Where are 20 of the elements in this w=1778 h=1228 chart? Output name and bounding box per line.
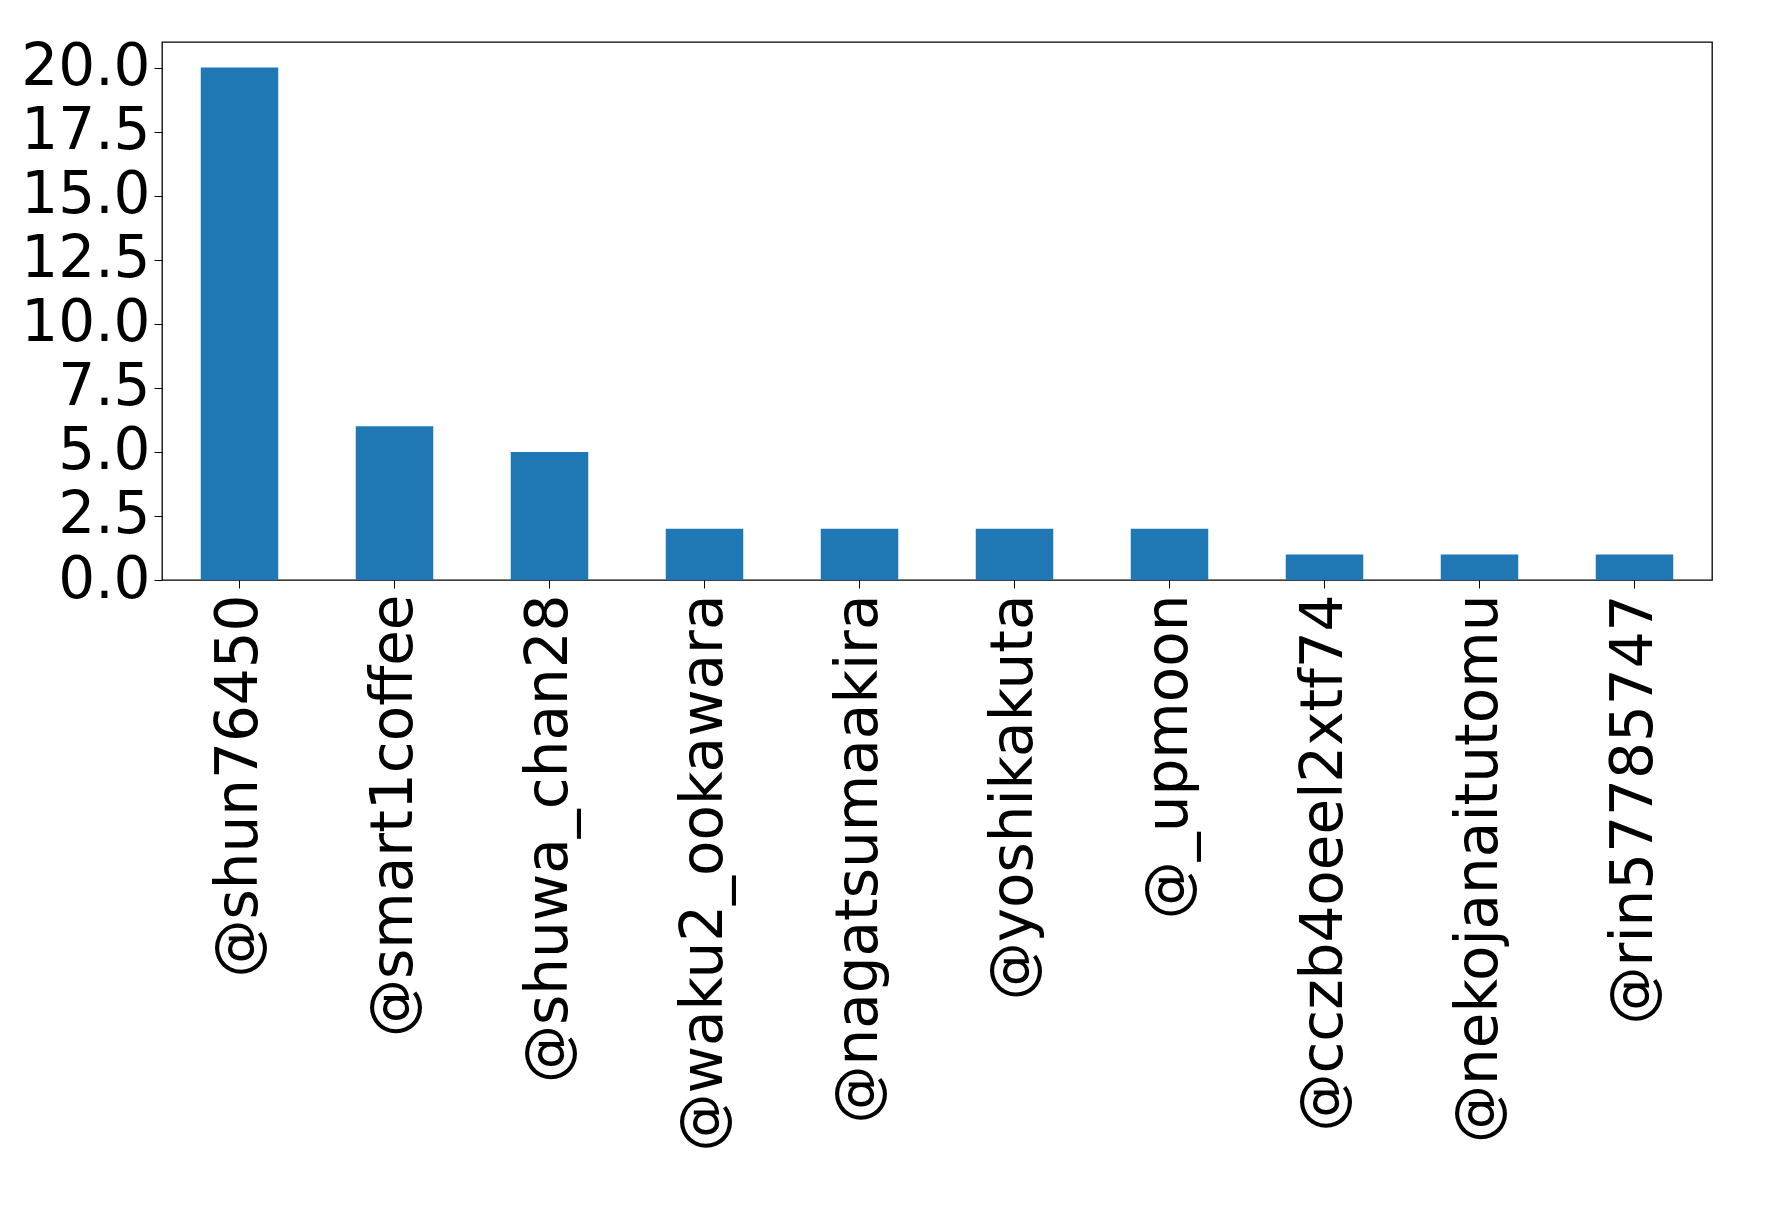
bar [1285,554,1364,580]
bar [1440,554,1519,580]
bar [510,451,589,580]
bar [1130,528,1209,580]
x-tick-label: @waku2_ookawara [667,594,736,1152]
bar [665,528,744,580]
x-tick-label: @yoshikakuta [977,594,1046,1001]
x-tick-label: @shuwa_chan28 [512,594,581,1083]
x-tick-label: @nekojanaitutomu [1442,594,1511,1144]
bar [1595,554,1674,580]
x-tick-label: @smart1coffee [357,594,426,1037]
bar [200,67,279,580]
x-tick-label: @rin57785747 [1597,594,1666,1025]
bar [820,528,899,580]
x-tick-label: @cczb4oeel2xtf74 [1287,594,1356,1132]
x-tick-label: @_upmoon [1132,594,1201,920]
bar [355,426,434,580]
x-tick-label: @shun76450 [202,594,271,978]
x-tick-label: @nagatsumaakira [822,594,891,1124]
bar [975,528,1054,580]
